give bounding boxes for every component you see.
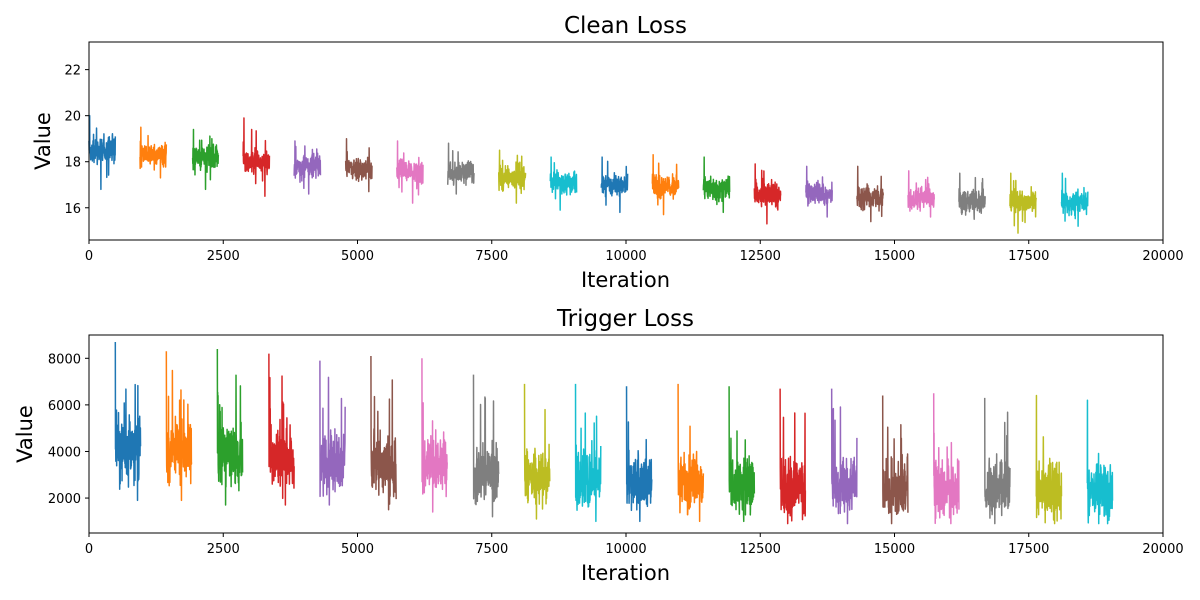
series-line-12	[677, 383, 705, 523]
y-tick-label: 16	[64, 202, 81, 217]
x-tick-label: 12500	[740, 542, 781, 557]
series-line-20	[1060, 172, 1089, 227]
series-line-8	[472, 374, 500, 518]
series-line-16	[881, 395, 909, 525]
series-line-10	[549, 156, 578, 211]
y-tick-label: 22	[64, 64, 81, 79]
series-line-7	[421, 358, 448, 513]
series-line-5	[293, 140, 322, 195]
x-tick-label: 0	[85, 249, 93, 264]
series-line-5	[319, 360, 346, 506]
y-tick-label: 8000	[48, 352, 81, 367]
x-tick-label: 10000	[605, 542, 646, 557]
series-line-16	[856, 165, 884, 223]
x-tick-label: 7500	[475, 249, 508, 264]
x-tick-label: 20000	[1142, 542, 1183, 557]
series-line-8	[446, 142, 475, 195]
y-tick-label: 4000	[48, 445, 81, 460]
clean-loss-chart: Clean Loss 0 2500 5000 7500 10000 12500 15000 1…	[31, 13, 1184, 292]
chart-title: Clean Loss	[564, 13, 687, 39]
series-line-1	[114, 341, 142, 502]
y-tick-label: 2000	[48, 492, 81, 507]
y-axis-label: Value	[13, 405, 37, 463]
series-line-19	[1009, 172, 1037, 234]
series-line-6	[370, 355, 397, 511]
x-axis-ticks: 0 2500 5000 7500 10000 12500 15000 17500 20000	[85, 533, 1184, 557]
series-line-18	[958, 172, 986, 221]
x-tick-label: 20000	[1142, 249, 1183, 264]
x-tick-label: 12500	[740, 249, 781, 264]
series-line-17	[932, 393, 960, 525]
series-line-9	[497, 149, 527, 204]
series-line-15	[830, 388, 858, 525]
x-axis-label: Iteration	[581, 268, 670, 292]
series-line-4	[268, 353, 295, 506]
series-line-13	[702, 156, 731, 214]
series-line-7	[395, 140, 424, 204]
x-tick-label: 7500	[475, 542, 508, 557]
series-line-11	[600, 156, 629, 214]
series-line-2	[165, 351, 193, 502]
chart-title: Trigger Loss	[556, 306, 694, 332]
y-axis-ticks: 2000 4000 6000 8000	[48, 352, 89, 507]
x-axis-ticks: 0 2500 5000 7500 10000 12500 15000 17500 20000	[85, 240, 1184, 264]
x-axis-label: Iteration	[581, 561, 670, 585]
y-tick-label: 18	[64, 156, 81, 171]
axes-frame	[88, 41, 1164, 241]
series-line-12	[651, 154, 680, 216]
series-line-10	[574, 383, 602, 523]
series-line-20	[1086, 399, 1114, 525]
series-line-3	[216, 348, 244, 506]
series-line-1	[88, 114, 117, 191]
series-line-13	[728, 386, 756, 523]
y-tick-label: 20	[64, 110, 81, 125]
x-tick-label: 5000	[341, 542, 374, 557]
series-line-3	[191, 128, 220, 191]
y-axis-label: Value	[31, 112, 55, 170]
y-axis-ticks: 16 18 20 22	[64, 64, 89, 217]
x-tick-label: 2500	[207, 249, 240, 264]
x-tick-label: 15000	[874, 249, 915, 264]
trigger-loss-chart: Trigger Loss 0 2500 5000 7500 10000 12500 1500…	[13, 306, 1184, 585]
series-line-19	[1035, 394, 1063, 525]
x-tick-label: 15000	[874, 542, 915, 557]
series-line-14	[779, 388, 807, 525]
series-line-2	[139, 126, 168, 179]
plot-area	[114, 341, 1114, 525]
x-tick-label: 5000	[341, 249, 374, 264]
x-tick-label: 10000	[605, 249, 646, 264]
series-line-14	[753, 163, 782, 225]
series-line-11	[625, 386, 653, 523]
x-tick-label: 2500	[207, 542, 240, 557]
series-line-6	[344, 137, 373, 193]
series-line-17	[907, 170, 935, 218]
x-tick-label: 17500	[1008, 542, 1049, 557]
series-line-18	[983, 397, 1011, 525]
x-tick-label: 0	[85, 542, 93, 557]
plot-area	[88, 114, 1089, 234]
y-tick-label: 6000	[48, 399, 81, 414]
series-line-9	[523, 383, 551, 520]
series-line-4	[242, 117, 271, 198]
x-tick-label: 17500	[1008, 249, 1049, 264]
series-line-15	[805, 165, 833, 218]
